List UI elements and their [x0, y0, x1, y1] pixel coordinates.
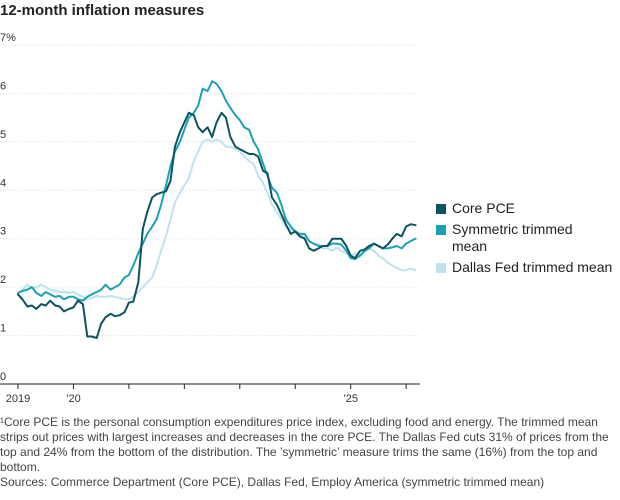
series-lines — [17, 80, 417, 339]
legend-item-dallas-fed-trimmed-mean: Dallas Fed trimmed mean — [436, 259, 620, 276]
y-tick-label: 3 — [0, 226, 6, 238]
legend-item-symmetric-trimmed-mean: Symmetric trimmed mean — [436, 221, 620, 255]
y-axis-ticks: 0 1 2 3 4 5 6 7% — [0, 32, 16, 383]
legend-swatch-dallas-fed-trimmed-mean — [436, 263, 446, 273]
chart-title: 12-month inflation measures — [0, 2, 205, 19]
series-line-symmetric-trimmed-mean — [17, 80, 417, 302]
x-tick-label: ’25 — [343, 393, 358, 405]
footnote: ¹Core PCE is the personal consumption ex… — [0, 415, 609, 474]
chart-plot: 0 1 2 3 4 5 6 7% 2019 ’20 ’25 — [0, 32, 420, 405]
sources: Sources: Commerce Department (Core PCE),… — [0, 475, 545, 489]
legend-label-dallas-fed-trimmed-mean: Dallas Fed trimmed mean — [452, 259, 613, 275]
x-axis-ticks: 2019 ’20 ’25 — [6, 384, 407, 405]
y-tick-label: 4 — [0, 177, 6, 189]
legend-swatch-core-pce — [436, 204, 446, 214]
series-line-dallas-fed-trimmed-mean — [17, 138, 417, 301]
x-tick-label: 2019 — [6, 393, 30, 405]
y-tick-label: 0 — [0, 371, 6, 383]
legend-swatch-symmetric-trimmed-mean — [436, 225, 446, 235]
legend: Core PCE Symmetric trimmed mean Dallas F… — [436, 200, 620, 280]
legend-label-core-pce: Core PCE — [452, 200, 516, 216]
y-tick-label: 6 — [0, 80, 6, 92]
grid-lines — [0, 44, 420, 385]
y-tick-label: 5 — [0, 129, 6, 141]
legend-label-symmetric-trimmed-mean: Symmetric trimmed mean — [452, 221, 573, 254]
x-tick-label: ’20 — [66, 393, 81, 405]
y-tick-label: 1 — [0, 323, 6, 335]
legend-item-core-pce: Core PCE — [436, 200, 620, 217]
chart-notes: ¹Core PCE is the personal consumption ex… — [0, 415, 616, 490]
series-line-core-pce — [17, 111, 417, 339]
y-tick-label: 2 — [0, 274, 6, 286]
y-tick-label: 7% — [0, 32, 16, 44]
